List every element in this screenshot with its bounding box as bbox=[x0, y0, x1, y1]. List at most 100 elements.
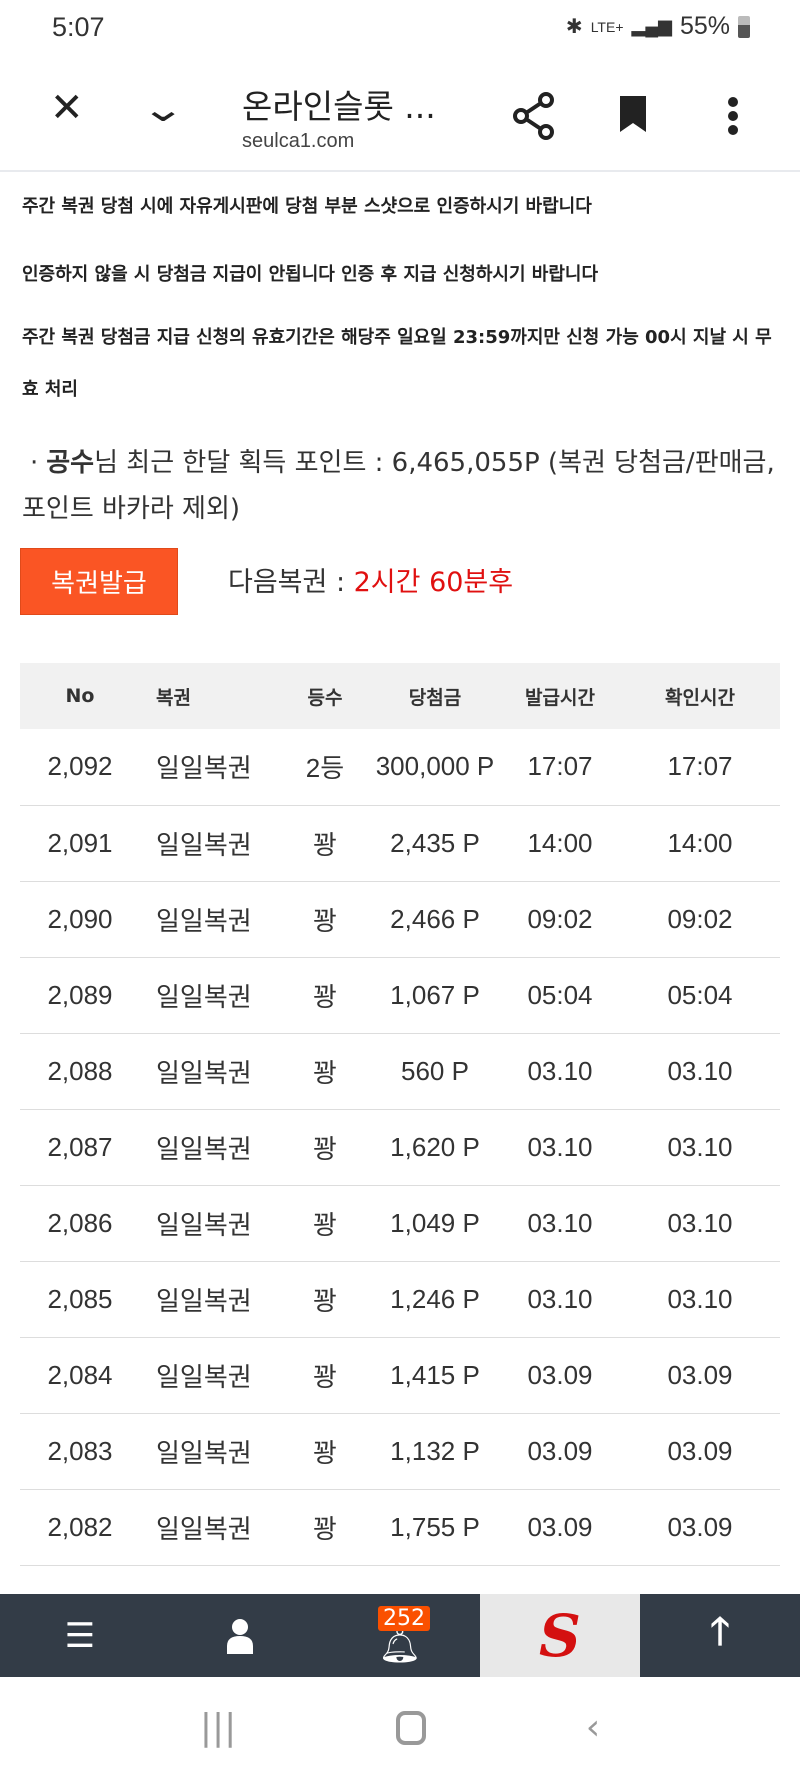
table-cell: 03.09 bbox=[500, 1337, 620, 1414]
table-cell: 2,086 bbox=[20, 1185, 140, 1262]
table-cell: 2,083 bbox=[20, 1413, 140, 1490]
table-cell: 17:07 bbox=[620, 729, 780, 806]
table-cell: 03.10 bbox=[500, 1185, 620, 1262]
table-row: 2,085 일일복권 꽝 1,246 P 03.10 03.10 bbox=[20, 1261, 780, 1338]
points-text: 님 최근 한달 획득 포인트 : 6,465,055P (복권 당첨금/판매금,… bbox=[22, 448, 775, 524]
table-cell: 14:00 bbox=[620, 805, 780, 882]
next-label: 다음복권 : bbox=[228, 567, 354, 598]
table-cell: 03.10 bbox=[620, 1185, 780, 1262]
table-cell: 일일복권 bbox=[140, 881, 280, 958]
table-cell: 2,089 bbox=[20, 957, 140, 1034]
notice-1: 주간 복권 당첨 시에 자유게시판에 당첨 부분 스샷으로 인증하시기 바랍니다 bbox=[22, 196, 592, 217]
table-cell: 일일복권 bbox=[140, 957, 280, 1034]
table-cell: 일일복권 bbox=[140, 1261, 280, 1338]
back-icon[interactable]: ‹ bbox=[585, 1707, 601, 1748]
signal-icon: ▂▄▆ bbox=[631, 16, 672, 36]
notification-badge: 252 bbox=[378, 1606, 430, 1631]
table-cell: 꽝 bbox=[280, 1337, 370, 1414]
bookmark-icon[interactable] bbox=[618, 94, 648, 134]
username: 공수 bbox=[46, 448, 95, 478]
table-row: 2,090 일일복권 꽝 2,466 P 09:02 09:02 bbox=[20, 881, 780, 958]
table-cell: 꽝 bbox=[280, 1261, 370, 1338]
table-cell: 2등 bbox=[280, 729, 370, 806]
table-row: 2,092 일일복권 2등 300,000 P 17:07 17:07 bbox=[20, 729, 780, 806]
network-label: LTE+ bbox=[590, 18, 624, 35]
bottom-nav: ☰ 🔔︎ 252 S 🡑 bbox=[0, 1594, 800, 1677]
chevron-down-icon[interactable]: ⌄ bbox=[140, 89, 186, 130]
table-cell: 1,049 P bbox=[370, 1185, 500, 1262]
column-header: 발급시간 bbox=[500, 663, 620, 729]
table-cell: 03.10 bbox=[500, 1109, 620, 1186]
monthly-points: · 공수님 최근 한달 획득 포인트 : 6,465,055P (복권 당첨금/판… bbox=[22, 440, 782, 532]
table-cell: 1,132 P bbox=[370, 1413, 500, 1490]
column-header: 등수 bbox=[280, 663, 370, 729]
table-cell: 일일복권 bbox=[140, 1109, 280, 1186]
notice-3: 주간 복권 당첨금 지급 신청의 유효기간은 해당주 일요일 23:59까지만 … bbox=[22, 327, 772, 400]
menu-icon[interactable]: ☰ bbox=[64, 1615, 96, 1656]
battery-level: 55% bbox=[679, 12, 730, 40]
bullet: · bbox=[30, 448, 39, 478]
issue-lottery-button[interactable]: 복권발급 bbox=[20, 548, 178, 615]
share-icon[interactable] bbox=[512, 92, 556, 140]
table-cell: 1,415 P bbox=[370, 1337, 500, 1414]
browser-header: ✕ ⌄ 온라인슬롯 ... seulca1.com bbox=[0, 56, 800, 172]
page-url[interactable]: seulca1.com bbox=[242, 130, 355, 152]
next-lottery: 다음복권 : 2시간 60분후 bbox=[228, 560, 513, 599]
table-cell: 300,000 P bbox=[370, 729, 500, 806]
lottery-table: No 복권 등수 당첨금 발급시간 확인시간 2,092 일일복권 2등 300,000 P 17… bbox=[20, 663, 780, 1566]
column-header: No bbox=[20, 663, 140, 729]
column-header: 당첨금 bbox=[370, 663, 500, 729]
bluetooth-icon: ✱ bbox=[565, 16, 583, 38]
notifications-button[interactable]: 🔔︎ 252 bbox=[320, 1594, 480, 1677]
system-nav: ||| ‹ bbox=[0, 1677, 800, 1778]
table-cell: 일일복권 bbox=[140, 1033, 280, 1110]
table-cell: 2,435 P bbox=[370, 805, 500, 882]
table-cell: 03.09 bbox=[620, 1337, 780, 1414]
site-logo[interactable]: S bbox=[480, 1594, 640, 1677]
table-cell: 2,088 bbox=[20, 1033, 140, 1110]
table-row: 2,082 일일복권 꽝 1,755 P 03.09 03.09 bbox=[20, 1489, 780, 1566]
table-cell: 2,087 bbox=[20, 1109, 140, 1186]
table-cell: 05:04 bbox=[620, 957, 780, 1034]
table-row: 2,088 일일복권 꽝 560 P 03.10 03.10 bbox=[20, 1033, 780, 1110]
table-cell: 꽝 bbox=[280, 805, 370, 882]
table-cell: 꽝 bbox=[280, 957, 370, 1034]
status-bar: 5:07 ✱ LTE+ ▂▄▆ 55% bbox=[0, 0, 800, 56]
table-row: 2,091 일일복권 꽝 2,435 P 14:00 14:00 bbox=[20, 805, 780, 882]
status-icons: ✱ LTE+ ▂▄▆ 55% bbox=[566, 12, 750, 41]
table-row: 2,087 일일복권 꽝 1,620 P 03.10 03.10 bbox=[20, 1109, 780, 1186]
user-icon[interactable] bbox=[160, 1594, 320, 1677]
table-cell: 꽝 bbox=[280, 1489, 370, 1566]
table-cell: 꽝 bbox=[280, 881, 370, 958]
table-cell: 꽝 bbox=[280, 1109, 370, 1186]
table-cell: 03.10 bbox=[620, 1109, 780, 1186]
close-icon[interactable]: ✕ bbox=[50, 85, 84, 131]
table-cell: 일일복권 bbox=[140, 1413, 280, 1490]
status-time: 5:07 bbox=[52, 12, 105, 42]
table-cell: 560 P bbox=[370, 1033, 500, 1110]
table-row: 2,083 일일복권 꽝 1,132 P 03.09 03.09 bbox=[20, 1413, 780, 1490]
arrow-up-icon[interactable]: 🡑 bbox=[710, 1609, 730, 1653]
column-header: 복권 bbox=[140, 663, 280, 729]
table-cell: 꽝 bbox=[280, 1413, 370, 1490]
table-cell: 09:02 bbox=[620, 881, 780, 958]
table-cell: 03.09 bbox=[620, 1489, 780, 1566]
battery-icon bbox=[738, 15, 750, 38]
table-cell: 일일복권 bbox=[140, 729, 280, 806]
table-cell: 일일복권 bbox=[140, 1337, 280, 1414]
recent-apps-icon[interactable]: ||| bbox=[199, 1707, 237, 1748]
table-cell: 14:00 bbox=[500, 805, 620, 882]
table-cell: 꽝 bbox=[280, 1185, 370, 1262]
more-options-icon[interactable] bbox=[727, 96, 739, 136]
bell-icon: 🔔︎ bbox=[378, 1625, 422, 1666]
column-header: 확인시간 bbox=[620, 663, 780, 729]
home-icon[interactable] bbox=[395, 1710, 426, 1745]
notice-2: 인증하지 않을 시 당첨금 지급이 안됩니다 인증 후 지급 신청하시기 바랍니… bbox=[22, 264, 599, 285]
table-cell: 05:04 bbox=[500, 957, 620, 1034]
table-cell: 꽝 bbox=[280, 1033, 370, 1110]
table-cell: 1,246 P bbox=[370, 1261, 500, 1338]
table-cell: 일일복권 bbox=[140, 1489, 280, 1566]
next-countdown: 2시간 60분후 bbox=[353, 567, 514, 598]
table-cell: 2,085 bbox=[20, 1261, 140, 1338]
table-row: 2,086 일일복권 꽝 1,049 P 03.10 03.10 bbox=[20, 1185, 780, 1262]
